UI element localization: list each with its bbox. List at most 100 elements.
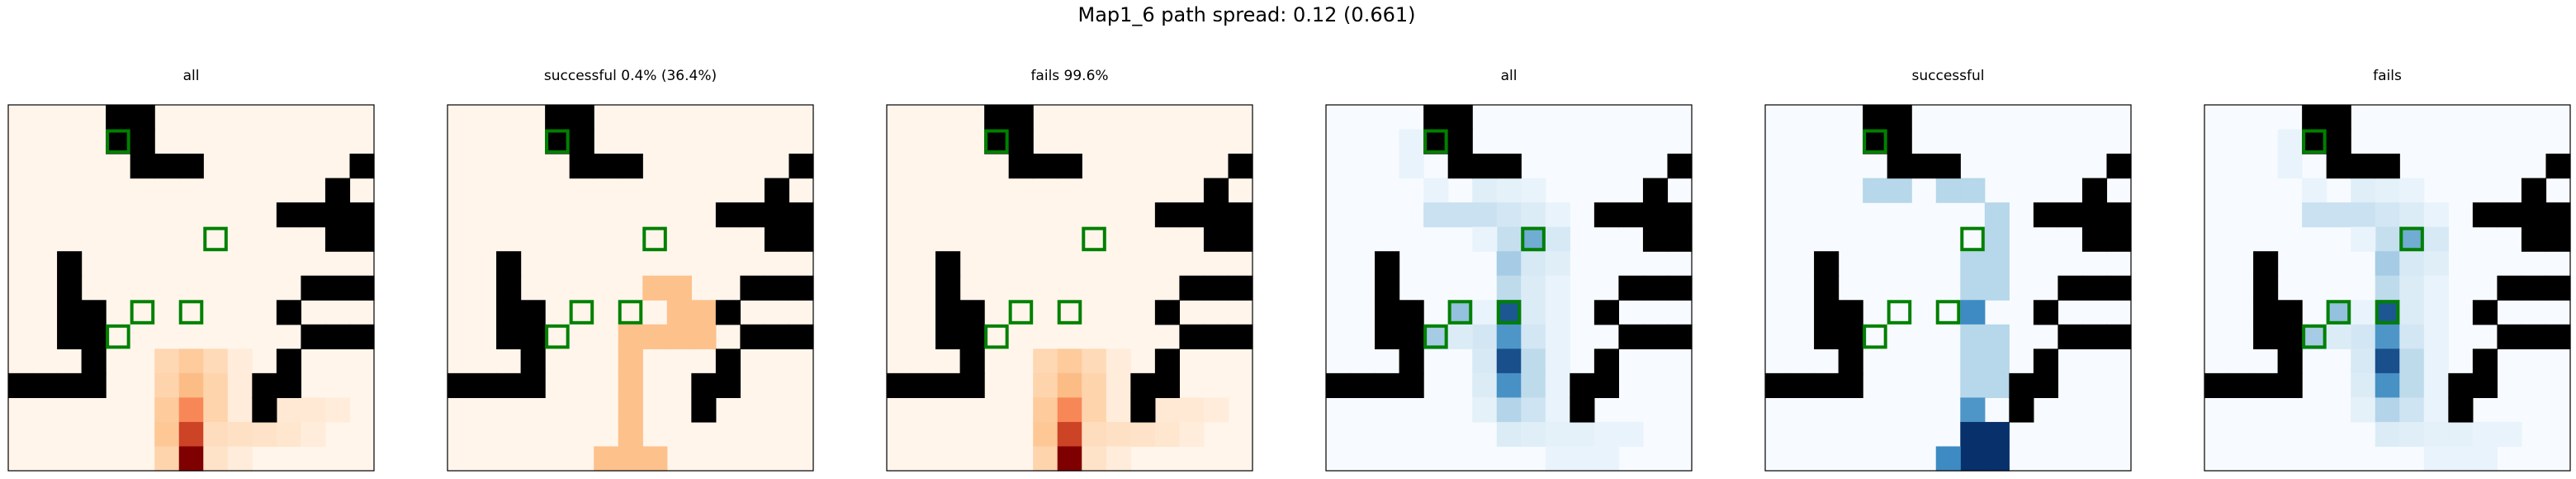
obstacle-cell bbox=[1667, 324, 1693, 349]
obstacle-cell bbox=[788, 275, 814, 301]
heatmap-cell bbox=[1496, 178, 1522, 203]
heatmap-cell bbox=[1399, 154, 1424, 179]
heatmap-cell bbox=[1521, 372, 1546, 398]
obstacle-cell bbox=[935, 251, 961, 277]
heatmap-cell bbox=[301, 421, 326, 448]
heatmap-cell bbox=[642, 275, 668, 301]
obstacle-cell bbox=[935, 372, 961, 398]
obstacle-cell bbox=[959, 300, 985, 325]
heatmap-cell bbox=[691, 324, 717, 349]
obstacle-cell bbox=[2521, 226, 2547, 252]
obstacle-cell bbox=[324, 324, 351, 349]
heatmap-panel-4: all bbox=[1325, 68, 1693, 472]
obstacle-cell bbox=[1423, 129, 1449, 154]
heatmap-cell bbox=[1082, 446, 1107, 472]
heatmap-cell bbox=[2423, 372, 2449, 398]
obstacle-cell bbox=[545, 129, 571, 154]
heatmap-cell bbox=[1057, 446, 1082, 472]
obstacle-cell bbox=[1228, 226, 1253, 252]
heatmap-cell bbox=[2351, 226, 2376, 252]
figure-title: Map1_6 path spread: 0.12 (0.661) bbox=[1077, 3, 1415, 26]
obstacle-cell bbox=[1154, 349, 1180, 374]
goal-marker bbox=[1008, 300, 1034, 325]
obstacle-cell bbox=[252, 397, 277, 423]
obstacle-cell bbox=[1228, 324, 1253, 349]
goal-marker bbox=[569, 300, 594, 325]
obstacle-cell bbox=[1838, 349, 1863, 374]
obstacle-cell bbox=[2057, 202, 2083, 228]
obstacle-cell bbox=[1593, 349, 1619, 374]
heatmap-cell bbox=[2375, 372, 2400, 398]
obstacle-cell bbox=[887, 372, 912, 398]
obstacle-cell bbox=[2253, 275, 2279, 301]
obstacle-cell bbox=[1154, 202, 1180, 228]
obstacle-cell bbox=[2351, 154, 2376, 179]
obstacle-cell bbox=[2277, 300, 2303, 325]
heatmap-panel-6: fails bbox=[2204, 68, 2571, 472]
obstacle-cell bbox=[2521, 275, 2547, 301]
obstacle-cell bbox=[301, 275, 326, 301]
heatmap-cell bbox=[1545, 349, 1570, 374]
obstacle-cell bbox=[2545, 202, 2571, 228]
heatmap-cell bbox=[2326, 324, 2351, 349]
heatmap-cell bbox=[1496, 275, 1522, 301]
obstacle-cell bbox=[276, 372, 301, 398]
heatmap-cell bbox=[2375, 397, 2400, 423]
heatmap-cell bbox=[2399, 226, 2425, 252]
obstacle-cell bbox=[1033, 154, 1058, 179]
goal-marker bbox=[642, 226, 667, 252]
obstacle-cell bbox=[2302, 105, 2327, 130]
obstacle-cell bbox=[1399, 324, 1424, 349]
obstacle-cell bbox=[2326, 154, 2351, 179]
heatmap-cell bbox=[2448, 421, 2474, 448]
heatmap-cell bbox=[1521, 300, 1546, 325]
obstacle-cell bbox=[2106, 202, 2132, 228]
heatmap-cell bbox=[1545, 251, 1570, 277]
obstacle-cell bbox=[1350, 372, 1376, 398]
heatmap-cell bbox=[2399, 275, 2425, 301]
heatmap-cell bbox=[618, 324, 643, 349]
heatmap-panel-3: fails 99.6% bbox=[886, 68, 1253, 472]
obstacle-cell bbox=[715, 349, 741, 374]
heatmap-cell bbox=[642, 324, 668, 349]
obstacle-cell bbox=[764, 226, 790, 252]
heatmap-cell bbox=[2399, 349, 2425, 374]
heatmap-cell bbox=[1472, 300, 1498, 325]
obstacle-cell bbox=[2081, 324, 2108, 349]
heatmap-cell bbox=[1960, 251, 1986, 277]
heatmap-panel-2: successful 0.4% (36.4%) bbox=[447, 68, 814, 472]
goal-marker bbox=[1521, 226, 1546, 252]
obstacle-cell bbox=[764, 275, 790, 301]
obstacle-cell bbox=[2521, 324, 2547, 349]
obstacle-cell bbox=[569, 105, 594, 130]
heatmap-cell bbox=[1399, 129, 1424, 154]
heatmap-cell bbox=[203, 421, 229, 448]
obstacle-cell bbox=[57, 372, 83, 398]
obstacle-cell bbox=[1642, 178, 1669, 203]
heatmap-cell bbox=[1521, 275, 1546, 301]
heatmap-cell bbox=[1618, 421, 1644, 448]
obstacle-cell bbox=[276, 300, 301, 325]
heatmap-cell bbox=[2448, 446, 2474, 472]
obstacle-cell bbox=[2106, 324, 2132, 349]
heatmap-cell bbox=[2375, 324, 2400, 349]
heatmap-cell bbox=[2472, 421, 2498, 448]
obstacle-cell bbox=[57, 251, 83, 277]
obstacle-cell bbox=[1203, 178, 1229, 203]
panels: all successful 0.4% (36.4%) fails 99.6% all… bbox=[7, 68, 2571, 472]
obstacle-cell bbox=[1593, 372, 1619, 398]
obstacle-cell bbox=[349, 226, 375, 252]
heatmap-cell bbox=[1057, 397, 1082, 423]
heatmap-cell bbox=[203, 372, 229, 398]
panel-title: all bbox=[183, 68, 200, 84]
obstacle-cell bbox=[81, 372, 107, 398]
heatmap-cell bbox=[154, 421, 180, 448]
heatmap-cell bbox=[1082, 349, 1107, 374]
obstacle-cell bbox=[1375, 275, 1400, 301]
goal-marker bbox=[2375, 300, 2400, 325]
panel-frame bbox=[2204, 104, 2571, 472]
heatmap-cell bbox=[2375, 300, 2400, 325]
obstacle-cell bbox=[81, 300, 107, 325]
heatmap-cell bbox=[1984, 372, 2010, 398]
obstacle-cell bbox=[1008, 129, 1034, 154]
